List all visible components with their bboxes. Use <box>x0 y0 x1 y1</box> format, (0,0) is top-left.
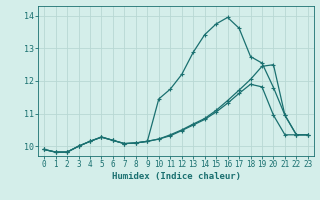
X-axis label: Humidex (Indice chaleur): Humidex (Indice chaleur) <box>111 172 241 181</box>
